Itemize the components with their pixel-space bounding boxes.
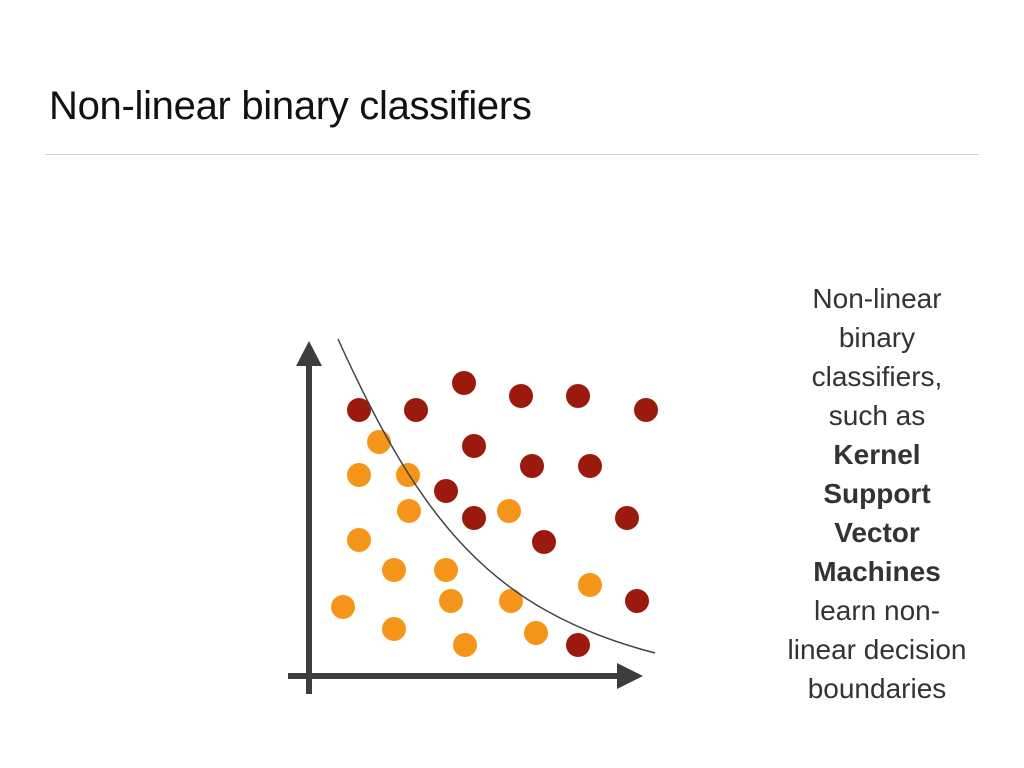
data-point-orange bbox=[434, 558, 458, 582]
data-point-orange bbox=[439, 589, 463, 613]
slide-title: Non-linear binary classifiers bbox=[49, 84, 532, 128]
data-point-orange bbox=[347, 528, 371, 552]
data-point-dark-red bbox=[615, 506, 639, 530]
data-point-orange bbox=[453, 633, 477, 657]
description-line: such as bbox=[828, 400, 926, 431]
description-line: boundaries bbox=[807, 673, 947, 704]
decision-boundary-curve bbox=[337, 338, 656, 654]
data-point-orange bbox=[497, 499, 521, 523]
data-points bbox=[331, 371, 658, 657]
data-point-dark-red bbox=[532, 530, 556, 554]
data-point-dark-red bbox=[634, 398, 658, 422]
data-point-orange bbox=[396, 463, 420, 487]
description-line: linear decision bbox=[787, 634, 967, 665]
description-line: binary bbox=[838, 322, 916, 353]
data-point-dark-red bbox=[434, 479, 458, 503]
data-point-orange bbox=[367, 430, 391, 454]
data-point-orange bbox=[382, 558, 406, 582]
description-line: learn non- bbox=[813, 595, 941, 626]
data-point-dark-red bbox=[566, 384, 590, 408]
data-point-orange bbox=[331, 595, 355, 619]
data-point-dark-red bbox=[509, 384, 533, 408]
data-point-orange bbox=[578, 573, 602, 597]
description-line: Support bbox=[823, 478, 931, 509]
data-point-dark-red bbox=[578, 454, 602, 478]
data-point-orange bbox=[499, 589, 523, 613]
x-axis-arrow bbox=[617, 663, 643, 689]
data-point-orange bbox=[382, 617, 406, 641]
data-point-dark-red bbox=[566, 633, 590, 657]
description-line: Non-linear bbox=[812, 283, 942, 314]
data-point-orange bbox=[397, 499, 421, 523]
title-divider bbox=[45, 154, 979, 155]
data-point-dark-red bbox=[520, 454, 544, 478]
data-point-dark-red bbox=[452, 371, 476, 395]
data-point-dark-red bbox=[404, 398, 428, 422]
data-point-dark-red bbox=[462, 434, 486, 458]
description-line: Kernel bbox=[833, 439, 921, 470]
data-point-orange bbox=[524, 621, 548, 645]
data-point-orange bbox=[347, 463, 371, 487]
description-text: Non-linear binary classifiers, such as Kerne… bbox=[766, 279, 988, 708]
data-point-dark-red bbox=[625, 589, 649, 613]
y-axis-arrow bbox=[296, 341, 322, 366]
description-line: Machines bbox=[813, 556, 941, 587]
data-point-dark-red bbox=[462, 506, 486, 530]
description-line: classifiers, bbox=[811, 361, 943, 392]
data-point-dark-red bbox=[347, 398, 371, 422]
description-line: Vector bbox=[834, 517, 920, 548]
